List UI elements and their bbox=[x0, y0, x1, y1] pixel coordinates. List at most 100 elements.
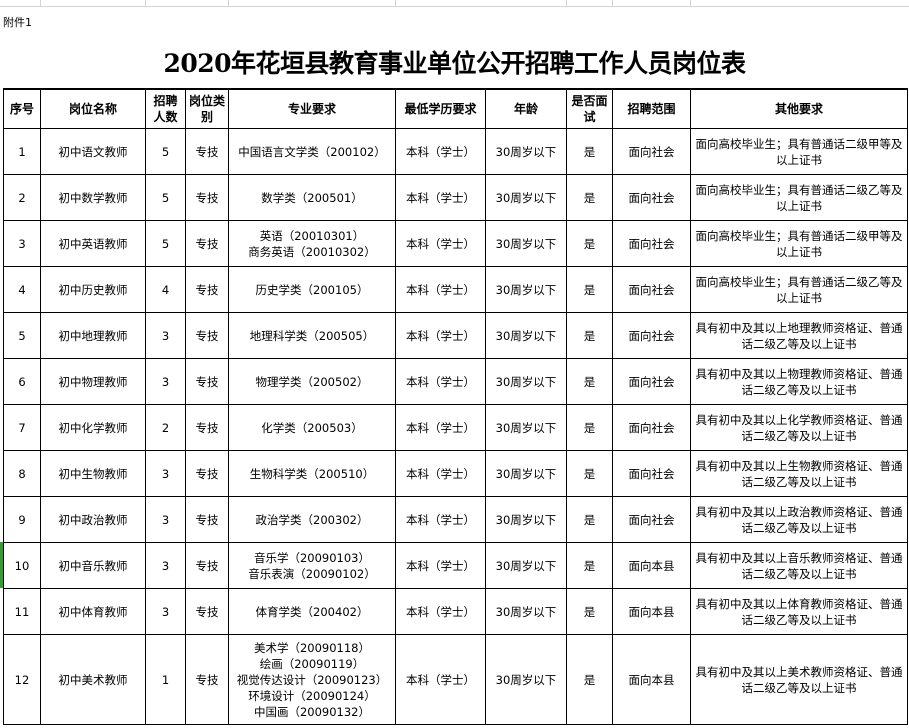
cell-major-requirement[interactable]: 历史学类（200105） bbox=[228, 266, 396, 313]
cell-interview[interactable]: 是 bbox=[566, 496, 613, 543]
cell-interview[interactable]: 是 bbox=[566, 358, 613, 405]
cell-age[interactable]: 30周岁以下 bbox=[485, 312, 567, 359]
cell-interview[interactable]: 是 bbox=[566, 404, 613, 451]
cell-interview[interactable]: 是 bbox=[566, 450, 613, 497]
cell-min-education[interactable]: 本科（学士） bbox=[395, 312, 486, 359]
cell-min-education[interactable]: 本科（学士） bbox=[395, 174, 486, 221]
cell-major-requirement[interactable]: 英语（20010301） 商务英语（20010302） bbox=[228, 220, 396, 267]
cell-position-type[interactable]: 专技 bbox=[185, 588, 229, 635]
cell-major-requirement[interactable]: 数学类（200501） bbox=[228, 174, 396, 221]
cell-major-requirement[interactable]: 物理学类（200502） bbox=[228, 358, 396, 405]
cell-position-type[interactable]: 专技 bbox=[185, 266, 229, 313]
cell-major-requirement[interactable]: 政治学类（200302） bbox=[228, 496, 396, 543]
cell-headcount[interactable]: 3 bbox=[145, 588, 186, 635]
cell-recruit-scope[interactable]: 面向社会 bbox=[612, 404, 691, 451]
cell-interview[interactable]: 是 bbox=[566, 220, 613, 267]
cell-age[interactable]: 30周岁以下 bbox=[485, 128, 567, 175]
cell-seq[interactable]: 12 bbox=[3, 634, 41, 725]
cell-position-name[interactable]: 初中音乐教师 bbox=[40, 542, 146, 589]
cell-headcount[interactable]: 3 bbox=[145, 542, 186, 589]
cell-headcount[interactable]: 1 bbox=[145, 634, 186, 725]
cell-seq[interactable]: 4 bbox=[3, 266, 41, 313]
cell-other-requirements[interactable]: 具有初中及其以上地理教师资格证、普通话二级乙等及以上证书 bbox=[690, 312, 908, 359]
cell-recruit-scope[interactable]: 面向社会 bbox=[612, 450, 691, 497]
cell-headcount[interactable]: 5 bbox=[145, 128, 186, 175]
cell-seq[interactable]: 8 bbox=[3, 450, 41, 497]
cell-age[interactable]: 30周岁以下 bbox=[485, 542, 567, 589]
cell-age[interactable]: 30周岁以下 bbox=[485, 496, 567, 543]
cell-interview[interactable]: 是 bbox=[566, 542, 613, 589]
cell-headcount[interactable]: 4 bbox=[145, 266, 186, 313]
cell-headcount[interactable]: 3 bbox=[145, 450, 186, 497]
cell-other-requirements[interactable]: 具有初中及其以上物理教师资格证、普通话二级乙等及以上证书 bbox=[690, 358, 908, 405]
cell-seq[interactable]: 7 bbox=[3, 404, 41, 451]
cell-major-requirement[interactable]: 美术学（20090118） 绘画（20090119） 视觉传达设计（200901… bbox=[228, 634, 396, 725]
cell-position-name[interactable]: 初中生物教师 bbox=[40, 450, 146, 497]
cell-recruit-scope[interactable]: 面向社会 bbox=[612, 128, 691, 175]
cell-seq[interactable]: 10 bbox=[3, 542, 41, 589]
cell-position-name[interactable]: 初中地理教师 bbox=[40, 312, 146, 359]
cell-position-name[interactable]: 初中化学教师 bbox=[40, 404, 146, 451]
cell-age[interactable]: 30周岁以下 bbox=[485, 220, 567, 267]
cell-headcount[interactable]: 3 bbox=[145, 312, 186, 359]
cell-other-requirements[interactable]: 面向高校毕业生；具有普通话二级乙等及以上证书 bbox=[690, 266, 908, 313]
cell-other-requirements[interactable]: 具有初中及其以上音乐教师资格证、普通话二级乙等及以上证书 bbox=[690, 542, 908, 589]
cell-position-name[interactable]: 初中历史教师 bbox=[40, 266, 146, 313]
cell-recruit-scope[interactable]: 面向社会 bbox=[612, 266, 691, 313]
cell-recruit-scope[interactable]: 面向社会 bbox=[612, 174, 691, 221]
cell-position-name[interactable]: 初中物理教师 bbox=[40, 358, 146, 405]
cell-age[interactable]: 30周岁以下 bbox=[485, 588, 567, 635]
cell-age[interactable]: 30周岁以下 bbox=[485, 450, 567, 497]
cell-position-type[interactable]: 专技 bbox=[185, 128, 229, 175]
cell-position-type[interactable]: 专技 bbox=[185, 450, 229, 497]
cell-position-name[interactable]: 初中政治教师 bbox=[40, 496, 146, 543]
cell-other-requirements[interactable]: 面向高校毕业生；具有普通话二级甲等及以上证书 bbox=[690, 128, 908, 175]
cell-age[interactable]: 30周岁以下 bbox=[485, 404, 567, 451]
cell-major-requirement[interactable]: 地理科学类（200505） bbox=[228, 312, 396, 359]
cell-position-type[interactable]: 专技 bbox=[185, 404, 229, 451]
cell-position-name[interactable]: 初中语文教师 bbox=[40, 128, 146, 175]
cell-recruit-scope[interactable]: 面向社会 bbox=[612, 358, 691, 405]
cell-position-name[interactable]: 初中体育教师 bbox=[40, 588, 146, 635]
cell-interview[interactable]: 是 bbox=[566, 128, 613, 175]
cell-position-type[interactable]: 专技 bbox=[185, 542, 229, 589]
cell-position-name[interactable]: 初中美术教师 bbox=[40, 634, 146, 725]
cell-position-type[interactable]: 专技 bbox=[185, 174, 229, 221]
cell-other-requirements[interactable]: 具有初中及其以上政治教师资格证、普通话二级乙等及以上证书 bbox=[690, 496, 908, 543]
cell-position-type[interactable]: 专技 bbox=[185, 358, 229, 405]
cell-seq[interactable]: 3 bbox=[3, 220, 41, 267]
cell-other-requirements[interactable]: 具有初中及其以上美术教师资格证、普通话二级乙等及以上证书 bbox=[690, 634, 908, 725]
cell-age[interactable]: 30周岁以下 bbox=[485, 634, 567, 725]
cell-min-education[interactable]: 本科（学士） bbox=[395, 542, 486, 589]
cell-interview[interactable]: 是 bbox=[566, 588, 613, 635]
cell-recruit-scope[interactable]: 面向社会 bbox=[612, 220, 691, 267]
cell-other-requirements[interactable]: 具有初中及其以上生物教师资格证、普通话二级乙等及以上证书 bbox=[690, 450, 908, 497]
cell-major-requirement[interactable]: 音乐学（20090103） 音乐表演（20090102） bbox=[228, 542, 396, 589]
cell-major-requirement[interactable]: 生物科学类（200510） bbox=[228, 450, 396, 497]
cell-min-education[interactable]: 本科（学士） bbox=[395, 450, 486, 497]
cell-min-education[interactable]: 本科（学士） bbox=[395, 404, 486, 451]
cell-recruit-scope[interactable]: 面向社会 bbox=[612, 312, 691, 359]
cell-recruit-scope[interactable]: 面向本县 bbox=[612, 588, 691, 635]
cell-position-name[interactable]: 初中数学教师 bbox=[40, 174, 146, 221]
cell-interview[interactable]: 是 bbox=[566, 312, 613, 359]
cell-seq[interactable]: 5 bbox=[3, 312, 41, 359]
cell-major-requirement[interactable]: 体育学类（200402） bbox=[228, 588, 396, 635]
cell-min-education[interactable]: 本科（学士） bbox=[395, 266, 486, 313]
cell-headcount[interactable]: 3 bbox=[145, 358, 186, 405]
cell-seq[interactable]: 11 bbox=[3, 588, 41, 635]
cell-other-requirements[interactable]: 面向高校毕业生；具有普通话二级甲等及以上证书 bbox=[690, 220, 908, 267]
cell-min-education[interactable]: 本科（学士） bbox=[395, 128, 486, 175]
cell-min-education[interactable]: 本科（学士） bbox=[395, 634, 486, 725]
cell-age[interactable]: 30周岁以下 bbox=[485, 266, 567, 313]
cell-position-name[interactable]: 初中英语教师 bbox=[40, 220, 146, 267]
cell-headcount[interactable]: 2 bbox=[145, 404, 186, 451]
cell-min-education[interactable]: 本科（学士） bbox=[395, 588, 486, 635]
cell-headcount[interactable]: 5 bbox=[145, 220, 186, 267]
cell-other-requirements[interactable]: 面向高校毕业生；具有普通话二级乙等及以上证书 bbox=[690, 174, 908, 221]
cell-other-requirements[interactable]: 具有初中及其以上体育教师资格证、普通话二级乙等及以上证书 bbox=[690, 588, 908, 635]
cell-major-requirement[interactable]: 化学类（200503） bbox=[228, 404, 396, 451]
cell-recruit-scope[interactable]: 面向本县 bbox=[612, 634, 691, 725]
cell-headcount[interactable]: 5 bbox=[145, 174, 186, 221]
cell-major-requirement[interactable]: 中国语言文学类（200102） bbox=[228, 128, 396, 175]
